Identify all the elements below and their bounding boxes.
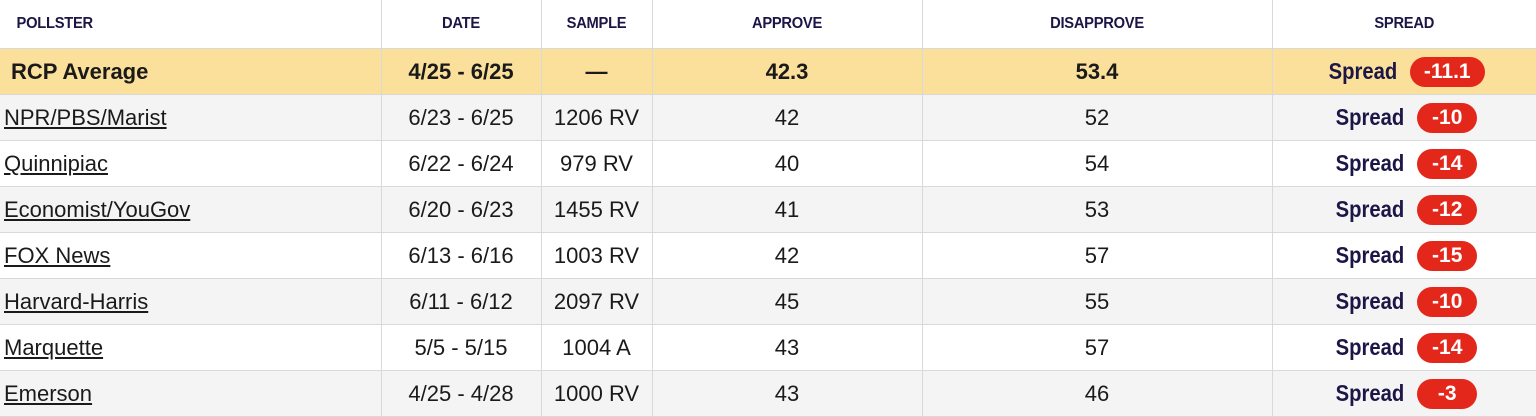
average-approve: 42.3	[652, 48, 923, 95]
average-date: 4/25 - 6/25	[381, 48, 542, 95]
spread-cell: Spread -14	[1272, 324, 1536, 371]
spread-badge: -15	[1417, 240, 1478, 271]
table-row: Emerson 4/25 - 4/28 1000 RV 43 46 Spread…	[0, 370, 1536, 417]
spread-cell: Spread -10	[1272, 94, 1536, 141]
approve-cell: 42	[652, 232, 923, 279]
disapprove-cell: 55	[922, 278, 1273, 325]
spread-group: Spread -12	[1331, 194, 1478, 225]
table-row: Economist/YouGov 6/20 - 6/23 1455 RV 41 …	[0, 186, 1536, 233]
pollster-link[interactable]: FOX News	[4, 242, 111, 268]
approve-cell: 42	[652, 94, 923, 141]
column-header-sample[interactable]: SAMPLE	[545, 0, 649, 49]
disapprove-cell: 57	[922, 324, 1273, 371]
column-header-approve[interactable]: APPROVE	[662, 0, 912, 49]
pollster-cell: NPR/PBS/Marist	[0, 94, 382, 141]
pollster-cell: Marquette	[0, 324, 382, 371]
spread-label: Spread	[1328, 58, 1398, 84]
approve-cell: 43	[652, 324, 923, 371]
spread-label: Spread	[1335, 334, 1405, 360]
spread-group: Spread -14	[1331, 332, 1478, 363]
column-header-date[interactable]: DATE	[387, 0, 536, 49]
spread-cell: Spread -15	[1272, 232, 1536, 279]
pollster-link[interactable]: Marquette	[4, 334, 104, 360]
spread-label: Spread	[1335, 196, 1405, 222]
sample-cell: 1000 RV	[541, 370, 653, 417]
spread-group: Spread -11.1	[1324, 56, 1485, 87]
table-header: POLLSTER DATE SAMPLE APPROVE DISAPPROVE …	[0, 0, 1536, 49]
spread-group: Spread -14	[1331, 148, 1478, 179]
sample-cell: 2097 RV	[541, 278, 653, 325]
column-header-disapprove[interactable]: DISAPPROVE	[936, 0, 1259, 49]
spread-label: Spread	[1335, 242, 1405, 268]
disapprove-cell: 46	[922, 370, 1273, 417]
spread-cell: Spread -14	[1272, 140, 1536, 187]
spread-group: Spread -10	[1331, 286, 1478, 317]
spread-group: Spread -15	[1331, 240, 1478, 271]
table-row: Marquette 5/5 - 5/15 1004 A 43 57 Spread…	[0, 324, 1536, 371]
disapprove-cell: 52	[922, 94, 1273, 141]
date-cell: 6/20 - 6/23	[381, 186, 542, 233]
date-cell: 6/23 - 6/25	[381, 94, 542, 141]
pollster-cell: FOX News	[0, 232, 382, 279]
spread-badge: -14	[1417, 148, 1478, 179]
disapprove-cell: 53	[922, 186, 1273, 233]
spread-cell: Spread -3	[1272, 370, 1536, 417]
sample-cell: 1003 RV	[541, 232, 653, 279]
spread-badge: -12	[1417, 194, 1478, 225]
pollster-cell: Quinnipiac	[0, 140, 382, 187]
spread-label: Spread	[1335, 288, 1405, 314]
average-disapprove: 53.4	[922, 48, 1273, 95]
rcp-average-row: RCP Average 4/25 - 6/25 — 42.3 53.4 Spre…	[0, 48, 1536, 95]
column-header-pollster[interactable]: POLLSTER	[0, 0, 351, 49]
average-spread-cell: Spread -11.1	[1272, 48, 1536, 95]
date-cell: 6/13 - 6/16	[381, 232, 542, 279]
sample-cell: 1004 A	[541, 324, 653, 371]
spread-badge: -11.1	[1409, 56, 1485, 87]
approve-cell: 45	[652, 278, 923, 325]
spread-label: Spread	[1335, 380, 1405, 406]
approve-cell: 41	[652, 186, 923, 233]
spread-badge: -14	[1417, 332, 1478, 363]
date-cell: 5/5 - 5/15	[381, 324, 542, 371]
spread-cell: Spread -12	[1272, 186, 1536, 233]
disapprove-cell: 54	[922, 140, 1273, 187]
spread-badge: -10	[1417, 102, 1478, 133]
date-cell: 6/22 - 6/24	[381, 140, 542, 187]
disapprove-cell: 57	[922, 232, 1273, 279]
average-sample: —	[541, 48, 653, 95]
table-row: FOX News 6/13 - 6/16 1003 RV 42 57 Sprea…	[0, 232, 1536, 279]
pollster-cell: Emerson	[0, 370, 382, 417]
spread-label: Spread	[1335, 150, 1405, 176]
table-body: RCP Average 4/25 - 6/25 — 42.3 53.4 Spre…	[0, 48, 1536, 417]
date-cell: 4/25 - 4/28	[381, 370, 542, 417]
pollster-cell: Harvard-Harris	[0, 278, 382, 325]
sample-cell: 979 RV	[541, 140, 653, 187]
spread-label: Spread	[1335, 104, 1405, 130]
sample-cell: 1206 RV	[541, 94, 653, 141]
spread-badge: -10	[1417, 286, 1478, 317]
spread-badge: -3	[1417, 378, 1478, 409]
header-row: POLLSTER DATE SAMPLE APPROVE DISAPPROVE …	[0, 0, 1536, 49]
pollster-link[interactable]: NPR/PBS/Marist	[4, 104, 167, 130]
table-row: Harvard-Harris 6/11 - 6/12 2097 RV 45 55…	[0, 278, 1536, 325]
approve-cell: 43	[652, 370, 923, 417]
approve-cell: 40	[652, 140, 923, 187]
table-row: NPR/PBS/Marist 6/23 - 6/25 1206 RV 42 52…	[0, 94, 1536, 141]
spread-group: Spread -10	[1331, 102, 1478, 133]
pollster-link[interactable]: Emerson	[4, 380, 93, 406]
date-cell: 6/11 - 6/12	[381, 278, 542, 325]
pollster-link[interactable]: Quinnipiac	[4, 150, 108, 176]
pollster-link[interactable]: Harvard-Harris	[4, 288, 149, 314]
pollster-link[interactable]: Economist/YouGov	[4, 196, 191, 222]
column-header-spread[interactable]: SPREAD	[1282, 0, 1526, 49]
table-row: Quinnipiac 6/22 - 6/24 979 RV 40 54 Spre…	[0, 140, 1536, 187]
sample-cell: 1455 RV	[541, 186, 653, 233]
spread-cell: Spread -10	[1272, 278, 1536, 325]
pollster-cell: Economist/YouGov	[0, 186, 382, 233]
spread-group: Spread -3	[1331, 378, 1478, 409]
average-pollster: RCP Average	[0, 48, 382, 95]
